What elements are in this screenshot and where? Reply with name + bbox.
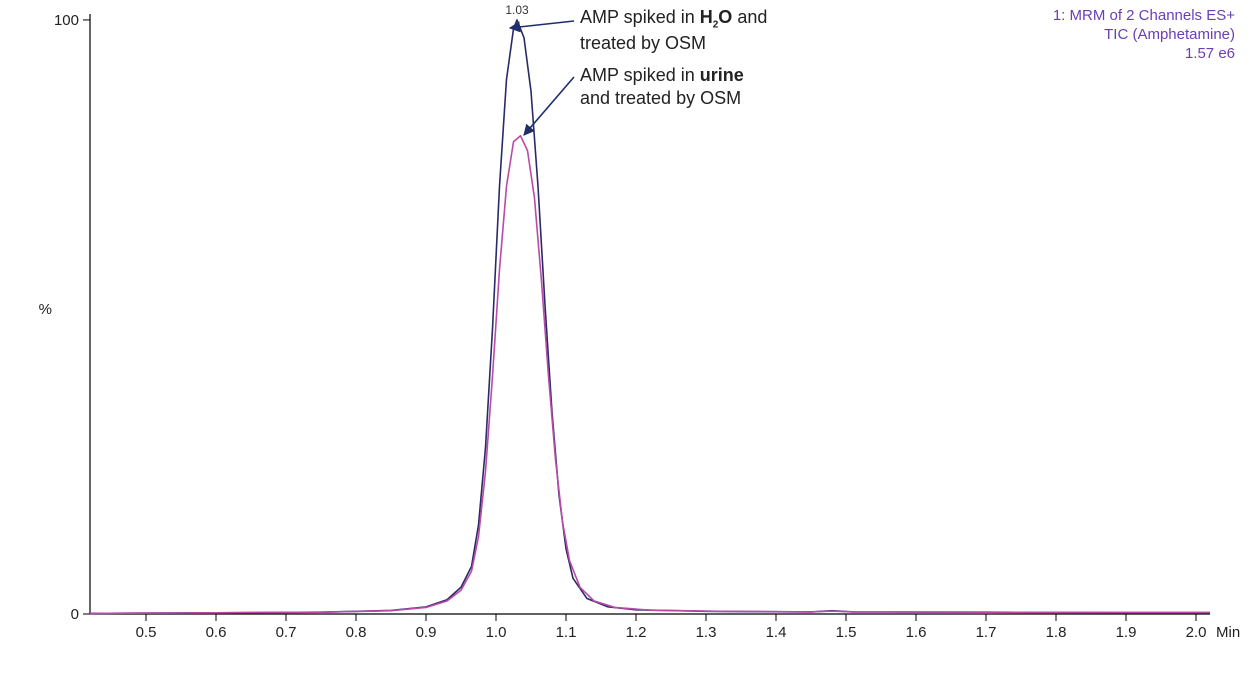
svg-text:1.0: 1.0 bbox=[486, 624, 507, 641]
svg-text:1.9: 1.9 bbox=[1116, 624, 1137, 641]
svg-text:1.3: 1.3 bbox=[696, 624, 717, 641]
svg-text:100: 100 bbox=[54, 12, 79, 29]
svg-text:1.5: 1.5 bbox=[836, 624, 857, 641]
svg-text:1.1: 1.1 bbox=[556, 624, 577, 641]
svg-text:%: % bbox=[39, 301, 52, 318]
ms-info-block: 1: MRM of 2 Channels ES+TIC (Amphetamine… bbox=[1053, 6, 1235, 63]
svg-text:0.8: 0.8 bbox=[346, 624, 367, 641]
svg-text:1.7: 1.7 bbox=[976, 624, 997, 641]
svg-text:0.9: 0.9 bbox=[416, 624, 437, 641]
svg-text:Min: Min bbox=[1216, 624, 1240, 641]
info-line: 1: MRM of 2 Channels ES+ bbox=[1053, 6, 1235, 25]
svg-text:1.2: 1.2 bbox=[626, 624, 647, 641]
svg-text:0: 0 bbox=[71, 606, 79, 623]
peak-rt-label: 1.03 bbox=[505, 3, 529, 17]
info-line: TIC (Amphetamine) bbox=[1053, 25, 1235, 44]
series-urine bbox=[90, 136, 1210, 614]
svg-text:2.0: 2.0 bbox=[1186, 624, 1207, 641]
svg-text:0.7: 0.7 bbox=[276, 624, 297, 641]
chromatogram-figure: 0.5 0.6 0.7 0.8 0.9 1.0 1.1 1.2 1.3 1.4 1.5 1.6 1.7 1… bbox=[0, 0, 1249, 679]
svg-text:1.8: 1.8 bbox=[1046, 624, 1067, 641]
svg-text:1.4: 1.4 bbox=[766, 624, 787, 641]
svg-text:0.5: 0.5 bbox=[136, 624, 157, 641]
annotation-urine: AMP spiked in urineand treated by OSM bbox=[580, 64, 880, 109]
annotation-h2o: AMP spiked in H2O andtreated by OSM bbox=[580, 6, 880, 55]
svg-text:0.6: 0.6 bbox=[206, 624, 227, 641]
info-line: 1.57 e6 bbox=[1053, 44, 1235, 63]
svg-text:1.6: 1.6 bbox=[906, 624, 927, 641]
